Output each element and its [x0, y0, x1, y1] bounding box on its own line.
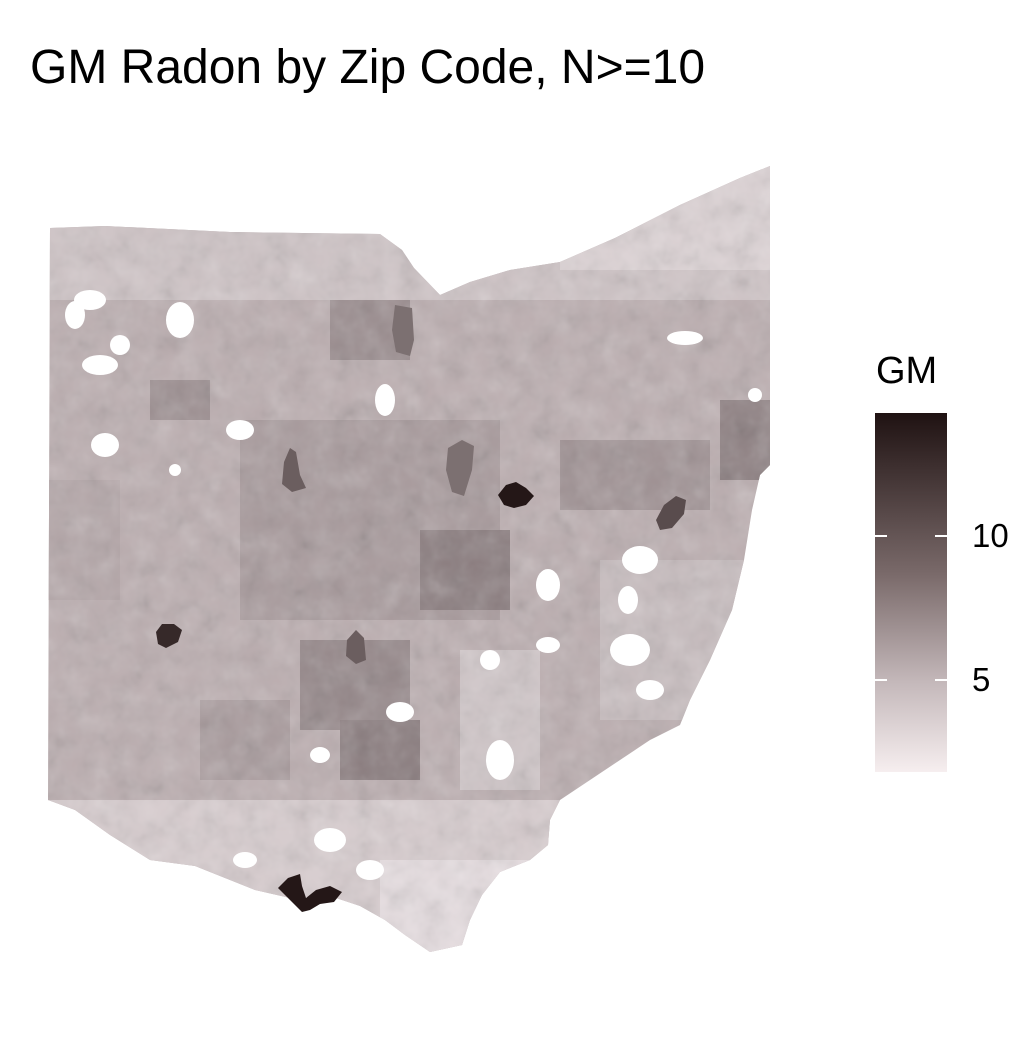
- map-title: GM Radon by Zip Code, N>=10: [30, 41, 706, 94]
- region-north-central-zip: [392, 305, 414, 356]
- legend-title: GM: [876, 350, 938, 392]
- legend-tick-label: 10: [972, 517, 1009, 555]
- legend-tick-label: 5: [972, 661, 991, 699]
- region-central-zip: [446, 440, 474, 496]
- region-west-hotspot: [156, 624, 182, 648]
- legend-tick-mark: [875, 535, 887, 538]
- region-southwest-hotspot: [278, 874, 342, 912]
- region-central-west-hotspot: [282, 448, 306, 492]
- legend-tick-mark: [875, 679, 887, 682]
- legend-tick-mark: [935, 679, 947, 682]
- region-central-east-hotspot: [498, 482, 534, 508]
- hotspots: [156, 305, 686, 912]
- legend-tick-mark: [935, 535, 947, 538]
- region-east-hotspot: [656, 496, 686, 530]
- legend-color-bar: [875, 413, 947, 772]
- region-south-central-zip: [346, 630, 366, 664]
- state-fill: [48, 166, 770, 952]
